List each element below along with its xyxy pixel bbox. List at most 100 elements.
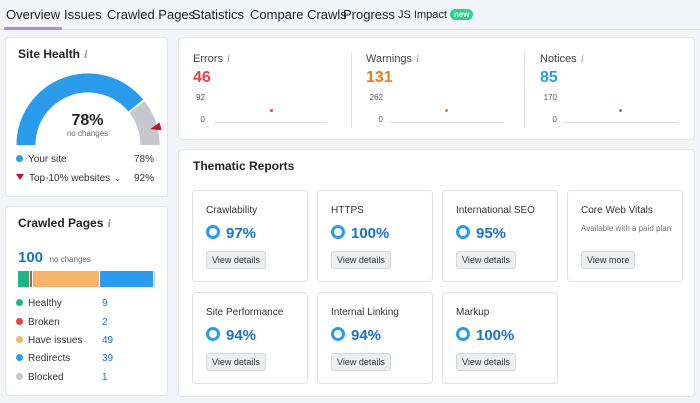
- notices-axis-top: 170: [543, 93, 557, 102]
- report-score-row: 95%: [456, 225, 506, 242]
- warnings-label: Warnings: [366, 53, 413, 65]
- score-ring-icon: [206, 327, 220, 341]
- report-title: Site Performance: [206, 307, 284, 318]
- crawled-row-value[interactable]: 1: [102, 372, 108, 383]
- legend-top10-label: Top-10% websites: [29, 173, 111, 184]
- report-title: HTTPS: [331, 205, 364, 216]
- warnings-axis-bottom: 0: [378, 115, 383, 124]
- warnings-value[interactable]: 131: [366, 69, 393, 86]
- new-badge: new: [449, 9, 474, 20]
- view-details-button[interactable]: View details: [206, 353, 266, 371]
- notices-point: [619, 109, 622, 112]
- bar-segment-blocked[interactable]: [153, 271, 155, 287]
- healthy-dot: [16, 299, 23, 306]
- errors-point: [270, 109, 273, 112]
- crawled-row-have-issues: Have issues: [16, 335, 82, 346]
- errors-axis-bottom: 0: [200, 115, 205, 124]
- crawled-row-blocked: Blocked: [16, 372, 64, 383]
- crawled-row-label: Have issues: [28, 335, 83, 346]
- notices-axis-bottom: 0: [552, 115, 557, 124]
- report-markup[interactable]: Markup 100% View details: [442, 292, 558, 384]
- info-icon[interactable]: i: [580, 54, 584, 65]
- tab-issues[interactable]: Issues: [64, 7, 102, 22]
- score-ring-icon: [331, 225, 345, 239]
- broken-dot: [16, 318, 23, 325]
- warnings-label-row: Warnings i: [366, 53, 419, 65]
- crawled-row-value[interactable]: 2: [102, 317, 108, 328]
- crawled-row-label: Redirects: [28, 353, 71, 364]
- tab-overview[interactable]: Overview: [3, 7, 63, 30]
- bar-segment-healthy[interactable]: [18, 271, 31, 287]
- site-health-score-sub: no changes: [66, 129, 109, 138]
- crawled-row-value[interactable]: 39: [102, 353, 114, 364]
- divider: [524, 52, 525, 128]
- report-score-row: 94%: [206, 327, 256, 344]
- view-details-button[interactable]: View details: [331, 353, 391, 371]
- score-ring-icon: [456, 327, 470, 341]
- info-icon[interactable]: i: [107, 219, 112, 230]
- bar-segment-redirects[interactable]: [100, 271, 154, 287]
- report-title: International SEO: [456, 205, 535, 216]
- site-health-score: 78%: [71, 112, 104, 129]
- thematic-reports-title: Thematic Reports: [193, 159, 295, 173]
- errors-label: Errors: [193, 53, 223, 65]
- view-details-button[interactable]: View details: [331, 251, 391, 269]
- report-score: 97%: [226, 225, 257, 242]
- report-crawlability[interactable]: Crawlability 97% View details: [192, 190, 308, 282]
- bar-segment-broken[interactable]: [30, 271, 34, 287]
- crawled-row-label: Healthy: [28, 298, 62, 309]
- crawled-row-value[interactable]: 9: [102, 298, 108, 309]
- info-icon[interactable]: i: [226, 54, 231, 65]
- notices-axis-line: [564, 122, 678, 123]
- tab-progress[interactable]: Progress: [343, 7, 396, 22]
- top10-marker-icon: [16, 174, 24, 180]
- errors-value[interactable]: 46: [193, 69, 211, 86]
- divider: [351, 52, 352, 128]
- notices-label: Notices: [540, 53, 577, 65]
- report-core-web-vitals[interactable]: Core Web Vitals Available with a paid pl…: [567, 190, 683, 282]
- chevron-down-icon[interactable]: ⌄: [114, 174, 121, 183]
- report-internal-linking[interactable]: Internal Linking 94% View details: [317, 292, 433, 384]
- tab-crawled-pages[interactable]: Crawled Pages: [107, 7, 196, 22]
- score-ring-icon: [331, 327, 345, 341]
- errors-axis-line: [215, 122, 327, 123]
- warnings-point: [445, 109, 448, 112]
- tab-compare-crawls[interactable]: Compare Crawls: [250, 7, 347, 22]
- report-international-seo[interactable]: International SEO 95% View details: [442, 190, 558, 282]
- tab-js-impact[interactable]: JS Impact new: [398, 9, 474, 21]
- report-site-performance[interactable]: Site Performance 94% View details: [192, 292, 308, 384]
- view-details-button[interactable]: View details: [206, 251, 266, 269]
- info-icon[interactable]: i: [84, 50, 88, 61]
- crawled-row-healthy: Healthy: [16, 298, 62, 309]
- tab-statistics[interactable]: Statistics: [192, 7, 245, 22]
- errors-label-row: Errors i: [193, 53, 230, 65]
- info-icon[interactable]: i: [416, 54, 420, 65]
- crawled-row-broken: Broken: [16, 317, 60, 328]
- crawled-pages-bar: [18, 271, 155, 287]
- legend-top10-value: 92%: [133, 173, 154, 184]
- bar-segment-have-issues[interactable]: [33, 271, 101, 287]
- report-score: 94%: [226, 327, 257, 344]
- view-details-button[interactable]: View details: [456, 251, 516, 269]
- warnings-axis-top: 262: [369, 93, 383, 102]
- notices-value[interactable]: 85: [540, 69, 558, 86]
- report-score: 94%: [351, 327, 382, 344]
- issues-summary-card: Errors i 46 92 0 Warnings i 131 262 0 Noti…: [178, 37, 695, 140]
- report-score-row: 100%: [456, 327, 514, 344]
- view-more-button[interactable]: View more: [581, 251, 636, 269]
- crawled-row-value[interactable]: 49: [102, 335, 114, 346]
- report-https[interactable]: HTTPS 100% View details: [317, 190, 433, 282]
- legend-your-site: Your site 78%: [16, 154, 154, 165]
- crawled-total[interactable]: 100: [18, 249, 44, 266]
- site-health-gauge: [16, 73, 162, 146]
- warnings-axis-line: [390, 122, 504, 123]
- view-details-button[interactable]: View details: [456, 353, 516, 371]
- score-ring-icon: [456, 225, 470, 239]
- crawled-pages-title: Crawled Pages: [18, 216, 104, 230]
- crawled-total-sub: no changes: [49, 255, 91, 264]
- legend-top10[interactable]: Top-10% websites ⌄ 92%: [16, 173, 154, 184]
- notices-label-row: Notices i: [540, 53, 584, 65]
- redirects-dot: [16, 354, 23, 361]
- report-title: Core Web Vitals: [581, 205, 653, 216]
- report-title: Internal Linking: [331, 307, 399, 318]
